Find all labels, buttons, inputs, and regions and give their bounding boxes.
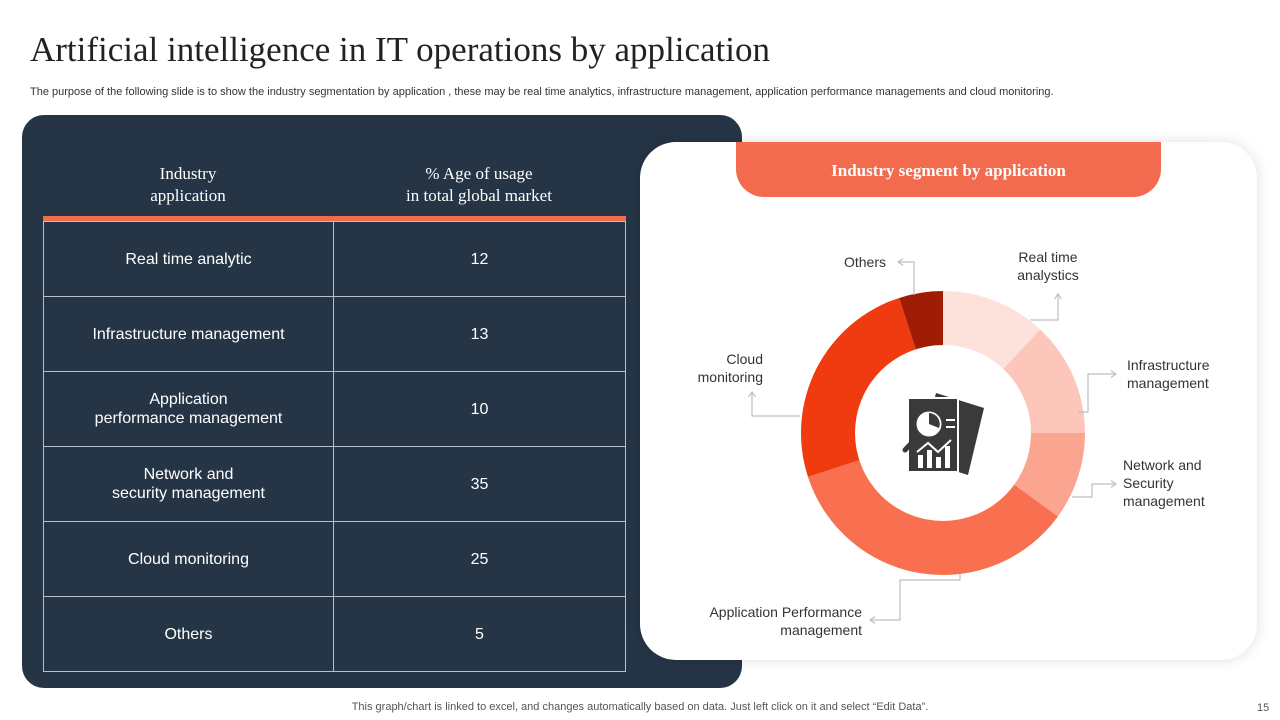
leader-line: [1072, 483, 1116, 498]
leader-line: [1078, 373, 1116, 413]
leader-line: [1030, 294, 1059, 321]
leader-arrowhead: [1054, 292, 1062, 300]
report-analysis-icon: [902, 393, 984, 475]
page-number: 15: [1257, 702, 1270, 714]
row-value: 13: [333, 296, 626, 372]
table-row: Network and security management 35: [43, 446, 626, 522]
label-infrastructure-management: Infrastructure management: [1127, 357, 1210, 391]
chart-header: Industry segment by application: [736, 142, 1161, 197]
table-row: Real time analytic 12: [43, 221, 626, 297]
row-label: Application performance management: [43, 371, 334, 447]
slide-subtitle: The purpose of the following slide is to…: [30, 86, 1054, 98]
label-cloud-monitoring: Cloud monitoring: [697, 351, 763, 385]
slide-title: Artificial intelligence in IT operations…: [30, 30, 770, 69]
label-application-performance-management: Application Performance management: [709, 604, 862, 638]
leader-line: [898, 261, 915, 295]
row-value: 10: [333, 371, 626, 447]
usage-table: Real time analytic 12 Infrastructure man…: [43, 221, 626, 672]
row-label: Cloud monitoring: [43, 521, 334, 597]
leader-arrowhead: [1110, 480, 1118, 488]
table-row: Cloud monitoring 25: [43, 521, 626, 597]
row-value: 12: [333, 221, 626, 297]
row-label: Network and security management: [43, 446, 334, 522]
row-label: Real time analytic: [43, 221, 334, 297]
label-network-security-management: Network and Security management: [1123, 457, 1205, 509]
table-header-application: Industry application: [150, 164, 226, 205]
footer-note: This graph/chart is linked to excel, and…: [351, 701, 929, 713]
row-value: 5: [333, 596, 626, 672]
table-header-usage: % Age of usage in total global market: [406, 164, 552, 205]
row-label: Others: [43, 596, 334, 672]
label-others: Others: [843, 254, 886, 270]
table-row: Application performance management 10: [43, 371, 626, 447]
table-row: Others 5: [43, 596, 626, 672]
table-header-divider: [43, 216, 626, 221]
row-value: 35: [333, 446, 626, 522]
leader-arrowhead: [748, 390, 756, 398]
leader-arrowhead: [1110, 370, 1118, 378]
label-real-time-analytics: Real time analystics: [1017, 249, 1079, 283]
leader-line: [751, 392, 800, 417]
leader-arrowhead: [896, 258, 904, 266]
leader-arrowhead: [868, 616, 876, 624]
row-value: 25: [333, 521, 626, 597]
leader-line: [870, 574, 961, 621]
